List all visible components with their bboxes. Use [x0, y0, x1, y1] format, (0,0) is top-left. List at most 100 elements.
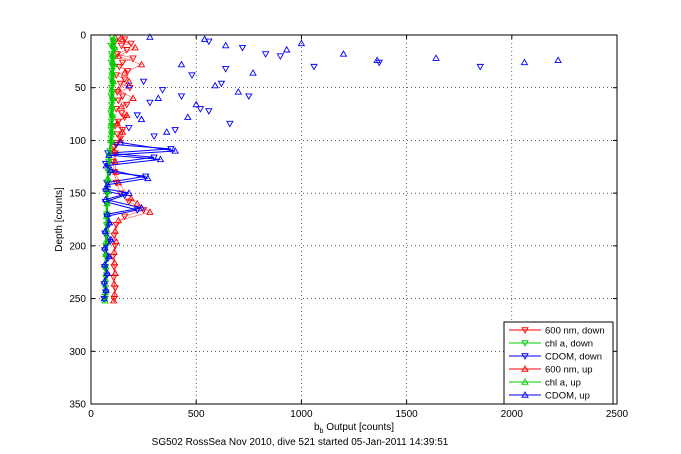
data-point: [103, 199, 111, 207]
data-point: [171, 127, 179, 134]
data-point: [432, 54, 440, 61]
data-point: [109, 296, 118, 304]
legend-label: 600 nm, up: [545, 365, 593, 376]
data-point: [133, 199, 142, 207]
data-point: [156, 155, 165, 163]
x-axis-label-sub: b: [320, 428, 324, 435]
y-axis-label: Depth [counts]: [54, 187, 65, 252]
series-4: [109, 35, 154, 304]
series-line: [113, 38, 151, 301]
data-point: [103, 269, 112, 276]
data-point: [111, 157, 119, 165]
data-point: [100, 277, 109, 285]
legend-label: CDOM, up: [545, 391, 590, 402]
series-6: [100, 33, 562, 302]
data-point: [109, 158, 117, 166]
x-tick-label: 0: [88, 409, 94, 420]
series-layer: [100, 33, 562, 304]
data-point: [107, 42, 115, 50]
data-point: [108, 69, 117, 76]
data-point: [107, 102, 116, 110]
legend-box: [503, 321, 614, 405]
x-axis-label-main: b: [314, 422, 320, 433]
y-tick-label: 200: [69, 241, 86, 252]
y-tick-label: 250: [69, 294, 86, 305]
data-point: [109, 94, 117, 101]
legend-item: CDOM, up: [509, 391, 590, 402]
data-point: [137, 115, 146, 123]
data-point: [102, 161, 110, 169]
data-point: [125, 81, 133, 89]
data-point: [129, 94, 137, 101]
data-point: [137, 203, 146, 211]
data-point: [373, 56, 381, 64]
legend-marker: [521, 327, 529, 334]
data-point: [137, 60, 146, 68]
data-point: [125, 189, 133, 196]
data-point: [107, 119, 115, 127]
data-point: [116, 135, 125, 143]
data-point: [122, 47, 131, 54]
data-point: [144, 174, 152, 182]
legend-marker: [521, 391, 529, 398]
legend-item: 600 nm, down: [509, 326, 605, 337]
data-point: [146, 208, 154, 215]
data-point: [116, 80, 125, 88]
data-point: [101, 227, 110, 234]
data-point: [114, 216, 123, 224]
x-tick-label: 1000: [290, 409, 313, 420]
data-point: [177, 93, 186, 101]
series-line: [103, 142, 176, 299]
data-point: [122, 111, 131, 118]
data-point: [115, 63, 124, 71]
data-point: [113, 119, 122, 127]
x-tick-label: 2000: [501, 409, 524, 420]
data-point: [261, 51, 270, 58]
legend: 600 nm, down chl a, down CDOM, down 600 nm,…: [503, 321, 614, 405]
y-tick-label: 300: [69, 347, 86, 358]
data-point: [124, 68, 132, 75]
data-point: [122, 101, 131, 109]
data-point: [110, 290, 119, 298]
x-axis-label: bb Output [counts]: [314, 422, 394, 435]
data-point: [154, 94, 163, 101]
data-point: [158, 87, 167, 94]
data-point: [139, 78, 148, 86]
data-point: [117, 42, 126, 50]
data-point: [120, 76, 129, 84]
data-point: [162, 128, 171, 135]
data-point: [200, 35, 209, 42]
data-point: [111, 269, 119, 276]
legend-marker: [521, 353, 529, 360]
data-point: [107, 166, 115, 173]
data-point: [188, 72, 196, 79]
legend-marker: [521, 378, 529, 385]
legend-item: chl a, down: [509, 339, 593, 350]
legend-marker: [521, 340, 529, 347]
data-point: [109, 35, 118, 42]
x-tick-label: 500: [188, 409, 205, 420]
data-point: [116, 136, 125, 144]
data-point: [101, 244, 109, 251]
data-point: [249, 69, 257, 76]
data-point: [111, 227, 119, 234]
data-point: [150, 133, 158, 141]
data-point: [245, 93, 253, 101]
data-point: [118, 128, 127, 135]
legend-item: CDOM, down: [509, 352, 602, 363]
data-point: [114, 85, 123, 93]
data-point: [196, 106, 205, 113]
data-point: [184, 113, 192, 120]
data-point: [108, 85, 116, 93]
data-point: [105, 151, 113, 158]
y-tick-label: 50: [75, 83, 87, 94]
figure-caption: SG502 RossSea Nov 2010, dive 521 started…: [152, 437, 449, 448]
data-point: [107, 59, 115, 67]
data-point: [103, 210, 112, 217]
data-point: [114, 97, 123, 105]
legend-item: 600 nm, up: [509, 365, 593, 376]
data-point: [103, 180, 112, 188]
data-point: [110, 258, 119, 266]
data-point: [282, 45, 291, 53]
